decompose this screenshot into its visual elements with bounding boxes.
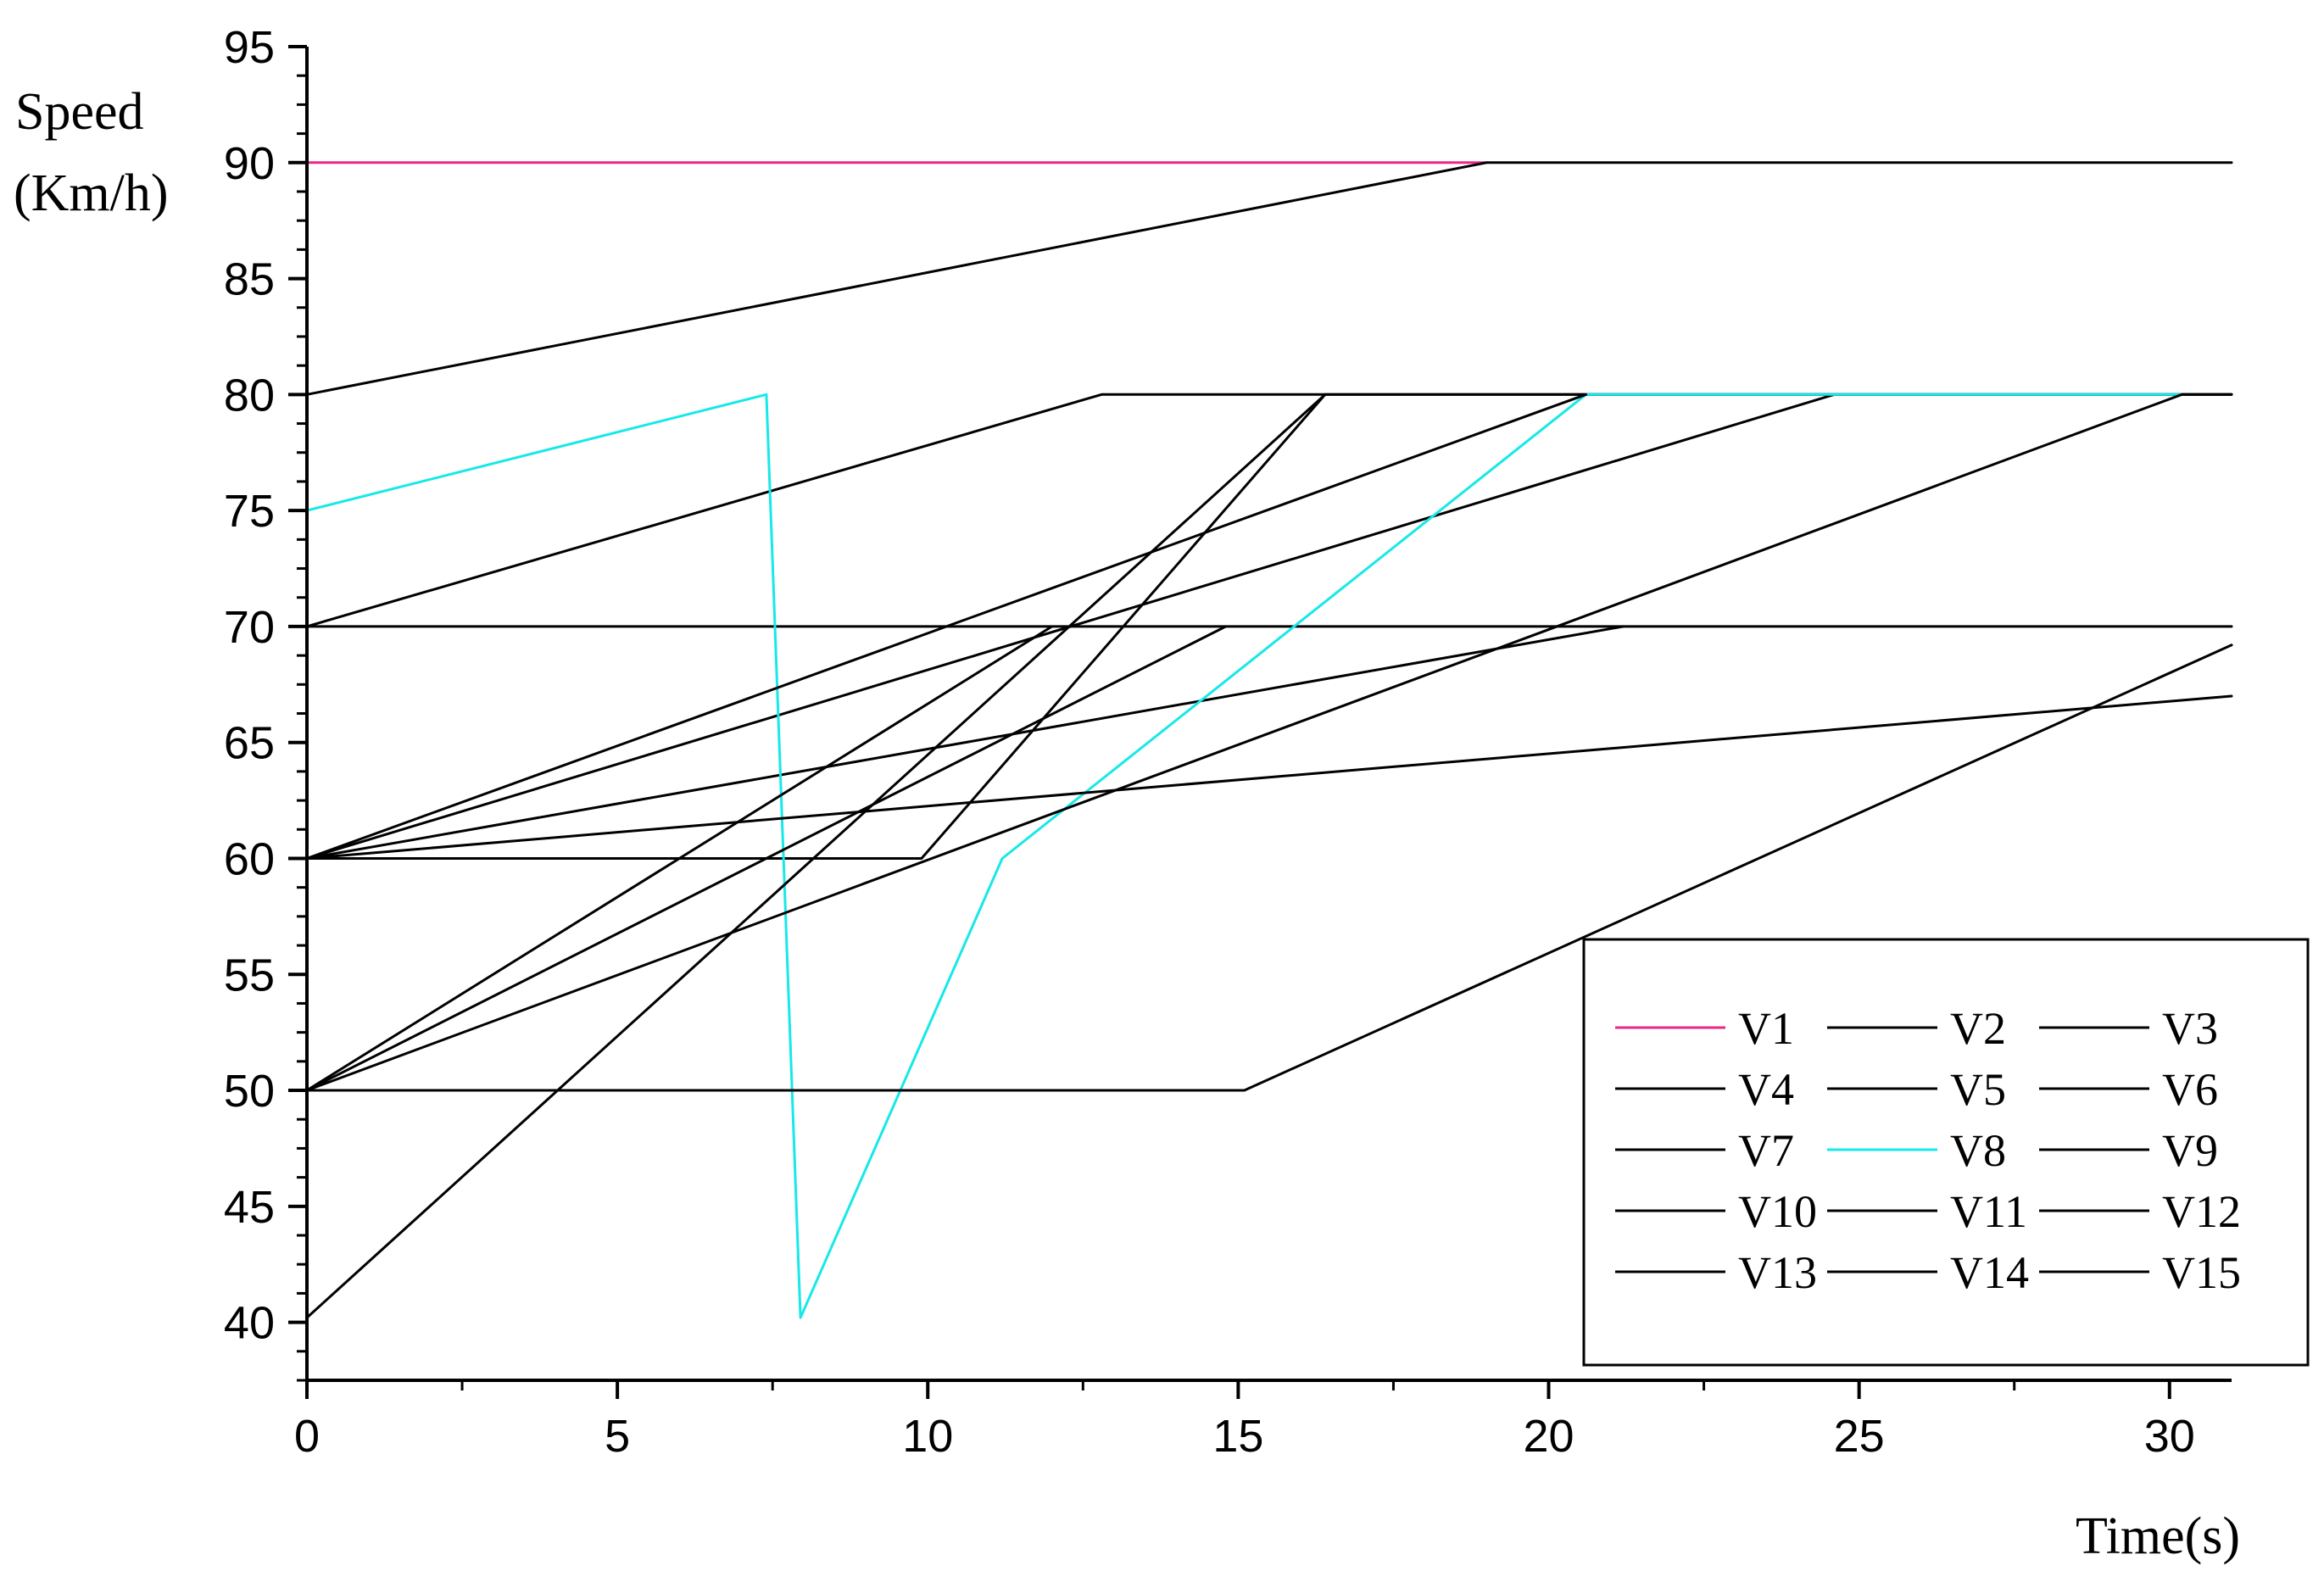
series-line-v12	[305, 393, 2233, 1092]
series-line-v14	[305, 644, 2233, 1092]
series-line-v10	[305, 625, 1054, 1092]
y-axis-title-line-1: Speed	[15, 83, 144, 141]
legend-label-v1: V1	[1738, 1003, 1794, 1054]
ticks-layer: 40 45 50 55 60 65 70 75 80 85 90 95 0 5 10 15 20 25 30	[224, 22, 2195, 1462]
legend-label-v5: V5	[1950, 1064, 2006, 1115]
x-tick-label: 5	[605, 1411, 630, 1462]
legend-box	[1582, 938, 2310, 1367]
y-tick-label: 65	[224, 718, 275, 769]
y-axis-title-line-2: (Km/h)	[14, 164, 169, 222]
x-tick-label: 0	[294, 1411, 320, 1462]
legend-label-v4: V4	[1738, 1064, 1794, 1115]
legend-label-v3: V3	[2162, 1003, 2218, 1054]
legend-label-v10: V10	[1738, 1186, 1817, 1237]
y-tick-label: 90	[224, 138, 275, 189]
series-line-v7	[305, 625, 1625, 860]
legend: V1 V2 V3 V4 V5 V6 V7 V8 V9 V10 V11 V12 V13 V14 V15	[1582, 938, 2310, 1367]
y-tick-label: 45	[224, 1182, 275, 1233]
x-tick-label: 10	[902, 1411, 953, 1462]
series-line-v11	[305, 625, 1228, 1092]
y-tick-label: 85	[224, 254, 275, 305]
y-tick-label: 70	[224, 602, 275, 653]
legend-label-v2: V2	[1950, 1003, 2006, 1054]
y-axis-title: Speed (Km/h)	[14, 83, 169, 222]
y-tick-label: 40	[224, 1298, 275, 1349]
y-tick-label: 55	[224, 950, 275, 1000]
y-tick-label: 95	[224, 22, 275, 73]
series-line-v2	[305, 161, 2233, 396]
series-line-v9	[305, 694, 2233, 860]
series-line-v13	[305, 393, 1327, 1319]
legend-label-v9: V9	[2162, 1125, 2218, 1176]
x-tick-label: 20	[1523, 1411, 1574, 1462]
y-tick-label: 80	[224, 370, 275, 421]
legend-label-v12: V12	[2162, 1186, 2241, 1237]
y-tick-label: 60	[224, 833, 275, 884]
legend-label-v11: V11	[1950, 1186, 2027, 1237]
series-line-v8	[305, 393, 2183, 1319]
legend-label-v15: V15	[2162, 1247, 2241, 1298]
x-axis-title: Time(s)	[2076, 1507, 2240, 1565]
legend-label-v6: V6	[2162, 1064, 2218, 1115]
legend-label-v13: V13	[1738, 1247, 1817, 1298]
legend-label-v8: V8	[1950, 1125, 2006, 1176]
series-line-v15	[305, 393, 1587, 860]
legend-label-v14: V14	[1950, 1247, 2029, 1298]
legend-label-v7: V7	[1738, 1125, 1794, 1176]
y-tick-label: 75	[224, 486, 275, 537]
x-tick-label: 25	[1834, 1411, 1885, 1462]
x-tick-label: 15	[1212, 1411, 1263, 1462]
series-layer	[305, 161, 2233, 1319]
y-tick-label: 50	[224, 1066, 275, 1117]
x-tick-label: 30	[2144, 1411, 2195, 1462]
